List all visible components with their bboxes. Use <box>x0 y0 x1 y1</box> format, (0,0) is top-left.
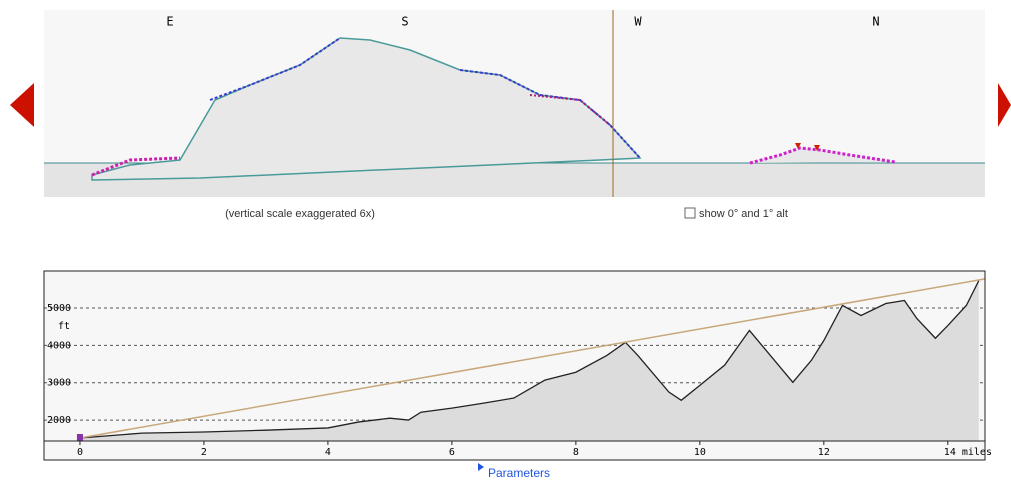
parameters-link[interactable]: Parameters <box>488 466 550 480</box>
ridge <box>91 156 181 177</box>
checkbox[interactable] <box>684 207 696 219</box>
profile-area <box>79 280 979 441</box>
sight-line <box>79 278 986 439</box>
direction-label: N <box>872 15 879 29</box>
x-tick-label: 2 <box>201 447 207 458</box>
chart-frame <box>43 270 986 461</box>
direction-label: W <box>634 15 642 29</box>
x-tick-label: 10 <box>694 447 706 458</box>
profile-chart: 2000 3000 4000 5000 ft 0 2 4 6 8 10 12 14 miles <box>44 278 992 460</box>
y-axis-label: ft <box>58 321 70 332</box>
expand-icon[interactable] <box>478 463 484 471</box>
direction-label: S <box>401 15 408 29</box>
start-marker <box>76 434 83 443</box>
ridge <box>529 94 611 126</box>
ridge <box>459 69 641 159</box>
peak-marker <box>814 145 820 151</box>
ridge <box>209 37 341 101</box>
peak-marker <box>795 143 801 149</box>
y-tick-label: 4000 <box>47 340 71 351</box>
checkbox-label[interactable]: show 0° and 1° alt <box>699 208 788 220</box>
x-tick-label: 12 <box>818 447 830 458</box>
x-tick-label: 0 <box>77 447 83 458</box>
x-tick-label: 14 miles <box>944 447 992 458</box>
direction-label: E <box>166 15 173 29</box>
y-tick-label: 3000 <box>47 378 71 389</box>
y-tick-label: 5000 <box>47 303 71 314</box>
x-axis-band <box>44 441 985 460</box>
ridge <box>749 146 896 165</box>
y-tick-label: 2000 <box>47 415 71 426</box>
caption: (vertical scale exaggerated 6x) <box>225 208 375 220</box>
x-tick-label: 4 <box>325 447 331 458</box>
x-tick-label: 6 <box>449 447 455 458</box>
profile-line <box>79 280 980 439</box>
x-tick-label: 8 <box>573 447 579 458</box>
next-arrow[interactable] <box>998 83 1011 127</box>
prev-arrow[interactable] <box>10 83 34 127</box>
